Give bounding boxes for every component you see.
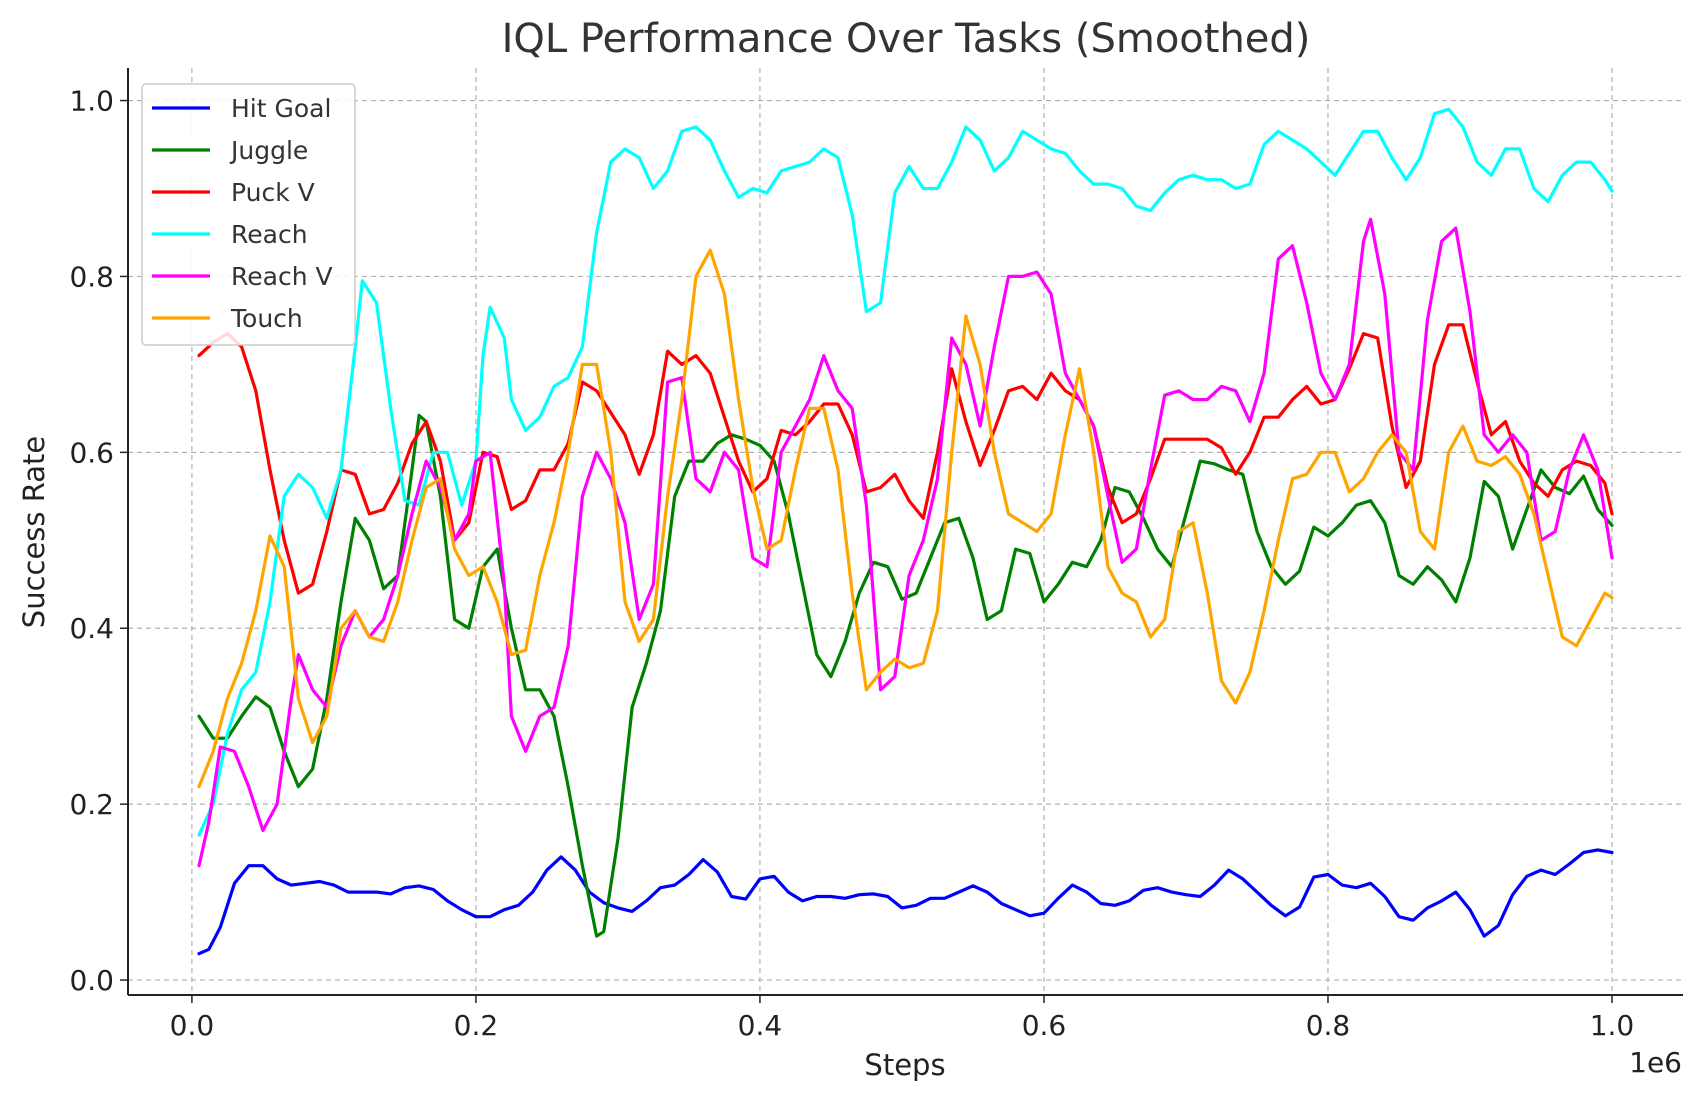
y-tick-label: 1.0 — [69, 85, 114, 118]
y-tick-label: 0.6 — [69, 436, 114, 469]
y-tick-label: 0.4 — [69, 612, 114, 645]
x-tick-label: 0.4 — [738, 1009, 783, 1042]
axis-ticks: 0.0 0.2 0.4 0.6 0.8 1.0 0.0 0.2 0.4 0.6 0.8 1.0 — [69, 85, 1634, 1042]
legend-label-juggle: Juggle — [229, 136, 308, 165]
y-tick-label: 0.2 — [69, 788, 114, 821]
y-axis-title: Success Rate — [17, 436, 51, 628]
legend-label-reach-v: Reach V — [231, 262, 333, 291]
y-tick-label: 0.8 — [69, 260, 114, 293]
series-line-hit-goal — [197, 848, 1614, 956]
x-tick-label: 0.2 — [454, 1009, 499, 1042]
chart-title: IQL Performance Over Tasks (Smoothed) — [502, 16, 1311, 62]
axes — [127, 68, 1683, 996]
x-tick-label: 1.0 — [1590, 1009, 1635, 1042]
series-line-puck-v — [197, 323, 1614, 595]
y-tick-label: 0.0 — [69, 964, 114, 997]
x-axis-title: Steps — [864, 1048, 945, 1082]
legend-label-reach: Reach — [231, 220, 308, 249]
series-line-touch — [197, 248, 1614, 789]
x-tick-label: 0.8 — [1306, 1009, 1351, 1042]
x-tick-label: 0.6 — [1022, 1009, 1067, 1042]
x-tick-label: 0.0 — [170, 1009, 215, 1042]
series-lines — [197, 107, 1614, 956]
legend-label-puck-v: Puck V — [231, 178, 315, 207]
legend: Hit Goal Juggle Puck V Reach Reach V Touch — [141, 83, 356, 346]
x-axis-offset-label: 1e6 — [1629, 1046, 1682, 1079]
series-line-reach — [197, 107, 1614, 837]
legend-label-touch: Touch — [230, 304, 303, 333]
series-line-reach-v — [197, 217, 1614, 868]
legend-label-hit-goal: Hit Goal — [231, 94, 331, 123]
